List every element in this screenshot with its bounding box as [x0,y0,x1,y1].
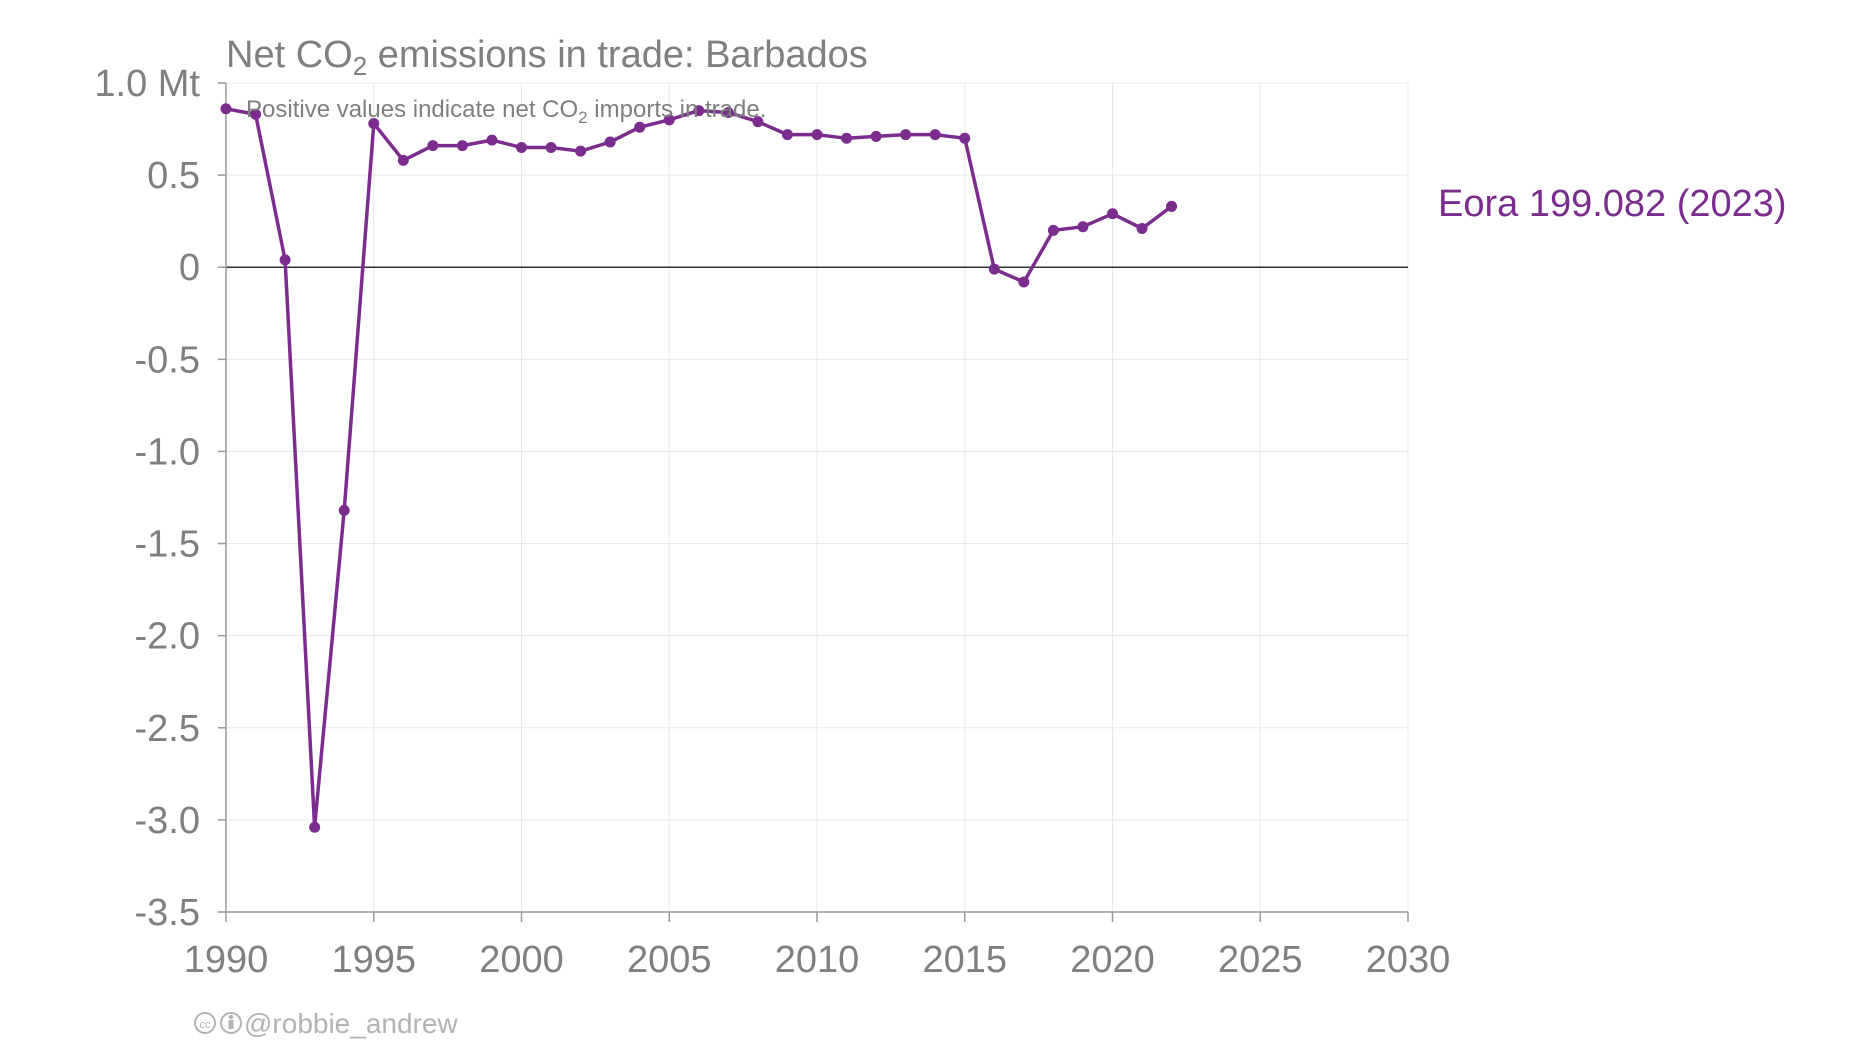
x-tick-label: 2030 [1366,939,1451,981]
x-axis-tick-labels: 1990 1995 2000 2005 2010 2015 2020 2025 2030 [184,912,1451,981]
data-point [368,118,380,130]
data-point [604,136,616,148]
y-tick-label: -2.5 [135,708,200,750]
y-tick-label: -1.0 [135,431,200,473]
data-point [1018,276,1030,288]
data-point [811,129,823,141]
data-point [634,121,646,133]
data-point [1047,224,1059,236]
data-point [870,130,882,142]
data-point [959,132,971,144]
data-point [693,105,705,117]
data-point [900,129,912,141]
data-point [841,132,853,144]
x-tick-label: 2025 [1218,939,1303,981]
x-tick-label: 2020 [1070,939,1155,981]
data-point [752,116,764,128]
x-tick-label: 1990 [184,939,269,981]
data-point [220,103,232,115]
y-tick-label: 1.0 Mt [94,63,200,105]
y-tick-label: -0.5 [135,339,200,381]
data-point [1166,200,1178,212]
x-tick-label: 2000 [479,939,564,981]
data-point [456,140,468,152]
y-tick-label: -1.5 [135,524,200,566]
grid-lines [226,82,1409,912]
data-point [1107,208,1118,220]
data-point [427,140,439,152]
series-line [225,107,1173,830]
credit: cc @robbie_andrew [194,1008,458,1039]
data-point [338,504,350,516]
data-point [516,141,527,153]
data-point [279,254,291,266]
chart-title: Net CO2 emissions in trade: Barbados [226,34,868,81]
series-label: Eora 199.082 (2023) [1438,183,1787,225]
x-tick-label: 2015 [922,939,1007,981]
data-point [309,821,321,833]
data-point [929,129,941,141]
data-point [663,114,675,126]
data-point [575,145,587,157]
x-tick-label: 2010 [775,939,860,981]
data-point [397,154,409,166]
data-point [722,106,734,118]
data-point [1136,223,1148,235]
series-layer [220,103,1178,833]
data-point [250,108,262,120]
chart-subtitle: Positive values indicate net CO2 imports… [246,96,766,127]
x-tick-label: 2005 [627,939,712,981]
x-tick-label: 1995 [331,939,416,981]
svg-text:cc: cc [200,1019,212,1031]
y-tick-label: 0 [179,247,200,289]
y-tick-label: -3.5 [135,892,200,934]
data-point [545,141,557,153]
y-tick-label: 0.5 [147,155,200,197]
data-point [988,263,1000,275]
y-axis-tick-labels: 1.0 Mt 0.5 0 -0.5 -1.0 -1.5 -2.0 -2.5 -3.0 -3.5 [94,63,226,934]
data-point [486,134,498,146]
y-tick-label: -3.0 [135,800,200,842]
data-point [1077,221,1089,233]
credit-handle: @robbie_andrew [244,1008,458,1039]
data-point [781,129,793,141]
cc-by-icon: cc [194,1012,242,1034]
y-tick-label: -2.0 [135,616,200,658]
